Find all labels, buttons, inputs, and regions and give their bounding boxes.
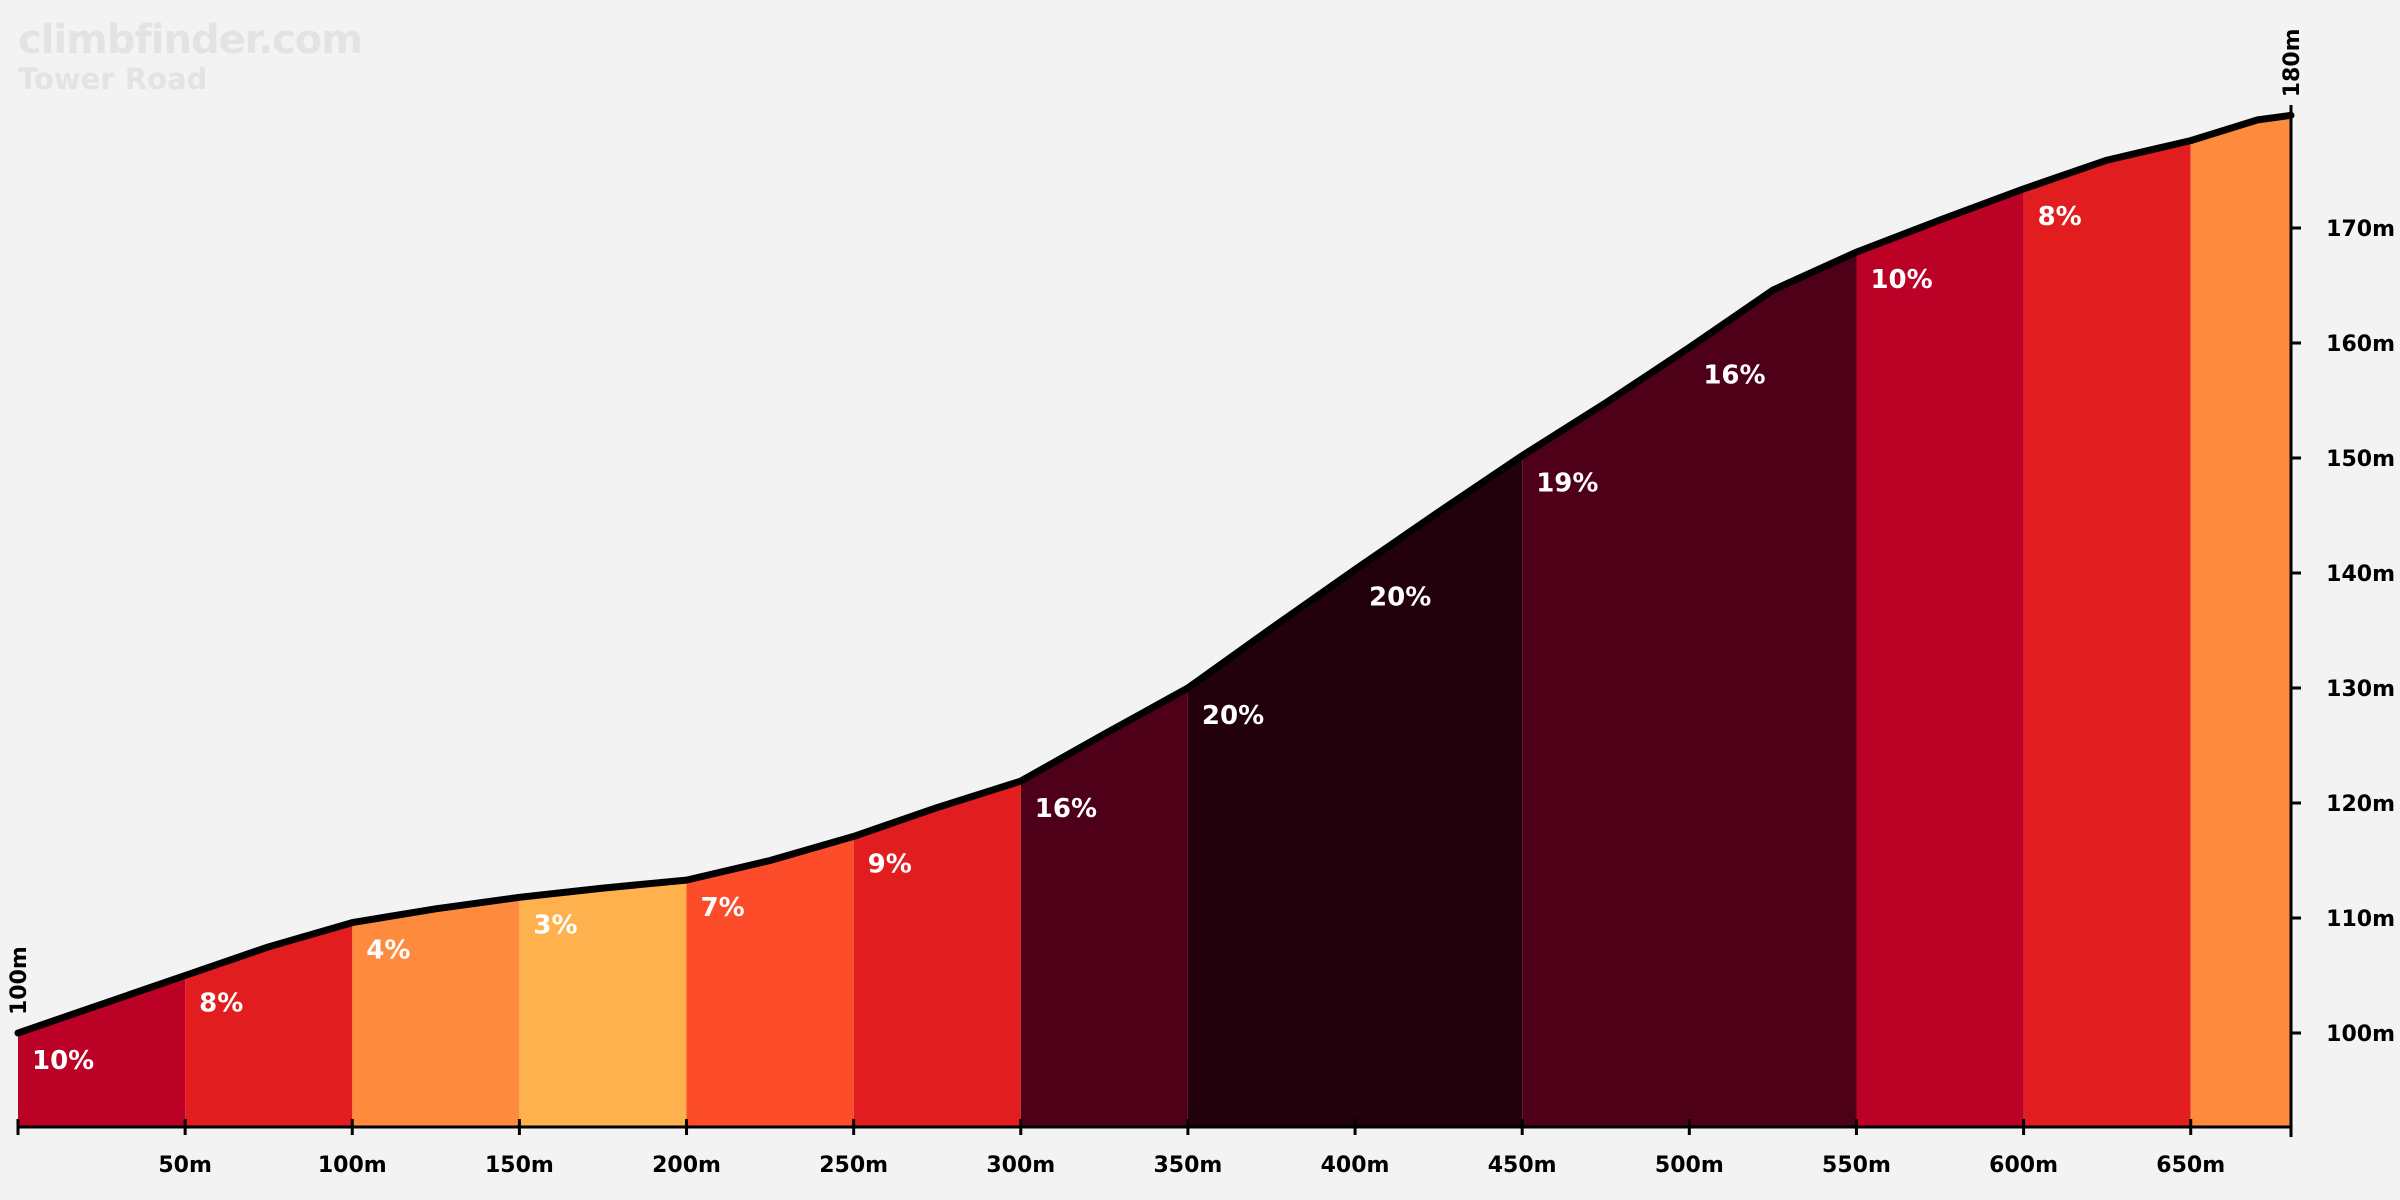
segment-1 [185, 922, 353, 1127]
gradient-label-0: 10% [32, 1046, 94, 1076]
x-tick-label-12: 650m [2156, 1153, 2225, 1178]
x-tick-label-11: 600m [1989, 1153, 2058, 1178]
x-tick-label-5: 300m [986, 1153, 1055, 1178]
y-tick-label-3: 130m [2326, 677, 2395, 702]
x-tick-label-7: 400m [1321, 1153, 1390, 1178]
gradient-segments [18, 115, 2291, 1128]
gradient-label-12: 8% [2038, 202, 2082, 232]
profile-line [14, 111, 2295, 1037]
gradient-label-8: 20% [1369, 583, 1431, 613]
gradient-label-6: 16% [1035, 794, 1097, 824]
segment-6 [1020, 688, 1188, 1127]
x-tick-label-9: 500m [1655, 1153, 1724, 1178]
segment-0 [18, 975, 186, 1127]
segment-10 [2023, 140, 2191, 1128]
x-tick-label-6: 350m [1153, 1153, 1222, 1178]
segment-2 [352, 897, 520, 1127]
gradient-label-10: 16% [1703, 361, 1765, 391]
x-tick-label-10: 550m [1822, 1153, 1891, 1178]
gradient-label-7: 20% [1202, 701, 1264, 731]
segment-11 [2190, 115, 2291, 1128]
profile-outline [14, 111, 2295, 1037]
gradient-label-1: 8% [199, 989, 243, 1019]
y-tick-label-1: 110m [2326, 907, 2395, 932]
axes: 50m 100m 150m 200m 250m 300m 350m 400m 450m 500m 5… [7, 28, 2395, 1178]
gradient-label-9: 19% [1536, 469, 1598, 499]
x-tick-label-2: 150m [485, 1153, 554, 1178]
y-tick-label-2: 120m [2326, 792, 2395, 817]
gradient-label-11: 10% [1870, 265, 1932, 295]
segment-9 [1856, 188, 2024, 1127]
segment-8 [1522, 252, 1857, 1128]
x-tick-label-8: 450m [1488, 1153, 1557, 1178]
segment-5 [853, 781, 1021, 1127]
y-tick-label-7: 170m [2326, 217, 2395, 242]
segment-3 [519, 880, 687, 1127]
y-tick-label-4: 140m [2326, 562, 2395, 587]
x-tick-label-4: 250m [819, 1153, 888, 1178]
gradient-label-3: 3% [533, 910, 577, 940]
gradient-label-4: 7% [701, 893, 745, 923]
start-elevation-label: 100m [7, 946, 32, 1015]
gradient-label-5: 9% [868, 849, 912, 879]
site-name: climbfinder.com [18, 17, 363, 63]
y-tick-label-0: 100m [2326, 1022, 2395, 1047]
gradient-labels: 10% 8% 4% 3% 7% 9% 16% 20% 20% 19% 16% 10% 8% [32, 202, 2082, 1076]
gradient-label-2: 4% [366, 936, 410, 966]
segment-4 [686, 836, 854, 1127]
y-tick-label-5: 150m [2326, 447, 2395, 472]
x-tick-label-1: 100m [318, 1153, 387, 1178]
climb-name: Tower Road [18, 62, 208, 96]
x-tick-label-3: 200m [652, 1153, 721, 1178]
end-elevation-label: 180m [2280, 28, 2305, 97]
y-tick-label-6: 160m [2326, 332, 2395, 357]
segment-7 [1187, 455, 1523, 1127]
brand-watermark: climbfinder.com Tower Road [18, 17, 363, 97]
x-tick-label-0: 50m [158, 1153, 212, 1178]
